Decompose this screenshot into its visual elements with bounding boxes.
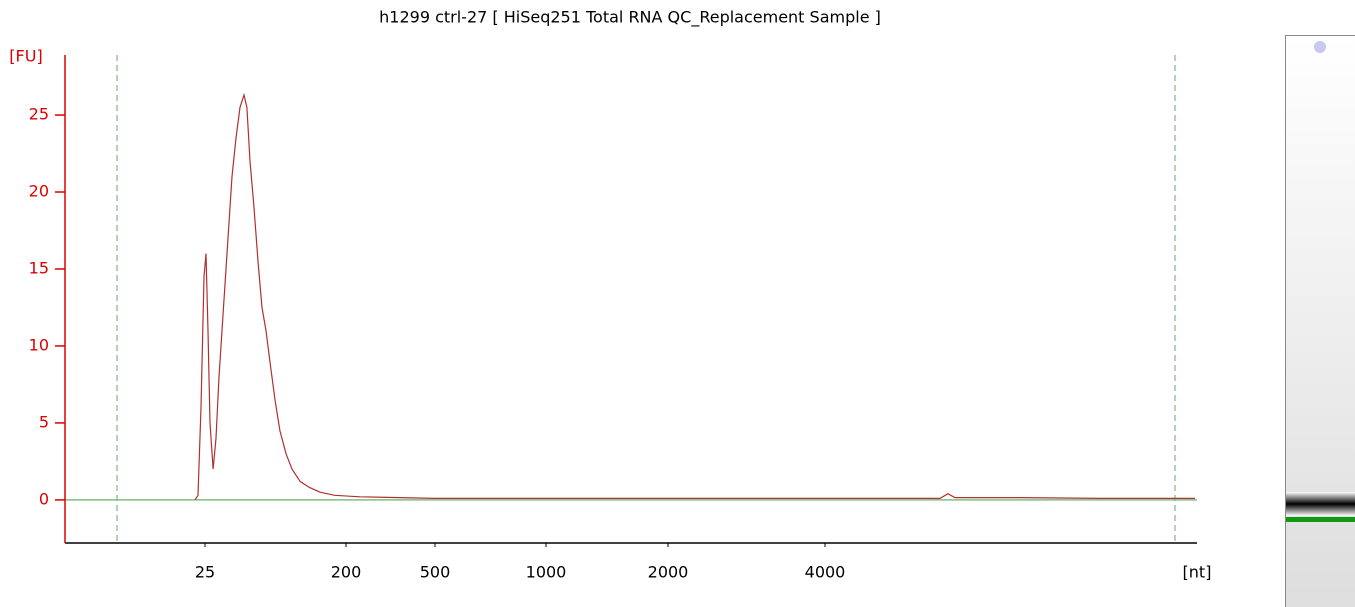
gel-lane <box>1285 35 1355 607</box>
x-tick-label: 25 <box>195 563 215 582</box>
x-tick-label: 200 <box>331 563 362 582</box>
x-axis-label: [nt] <box>1183 563 1212 582</box>
x-tick-label: 500 <box>420 563 451 582</box>
y-tick-label: 20 <box>29 182 49 201</box>
y-tick-label: 25 <box>29 105 49 124</box>
chart-title: h1299 ctrl-27 [ HiSeq251 Total RNA QC_Re… <box>379 8 881 28</box>
x-tick-label: 4000 <box>805 563 846 582</box>
gel-marker-band <box>1286 517 1355 522</box>
y-tick-label: 0 <box>39 489 49 508</box>
y-axis-label: [FU] <box>9 47 42 66</box>
y-tick-label: 10 <box>29 335 49 354</box>
x-tick-label: 2000 <box>648 563 689 582</box>
y-tick-label: 5 <box>39 412 49 431</box>
y-tick-label: 15 <box>29 258 49 277</box>
x-tick-label: 1000 <box>526 563 567 582</box>
trace <box>194 92 1195 501</box>
gel-marker-dot <box>1314 41 1326 53</box>
gel-band <box>1286 492 1355 516</box>
